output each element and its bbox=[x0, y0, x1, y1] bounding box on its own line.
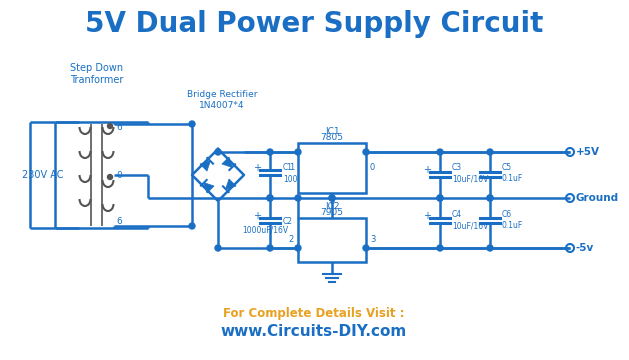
Text: 3: 3 bbox=[330, 197, 335, 206]
Text: IN: IN bbox=[304, 233, 313, 242]
Circle shape bbox=[437, 195, 443, 201]
Text: 0: 0 bbox=[116, 171, 122, 180]
Text: 6: 6 bbox=[116, 217, 122, 226]
Circle shape bbox=[267, 195, 273, 201]
Text: 7805: 7805 bbox=[321, 133, 343, 142]
Circle shape bbox=[363, 245, 369, 251]
Circle shape bbox=[267, 149, 273, 155]
Text: 5V Dual Power Supply Circuit: 5V Dual Power Supply Circuit bbox=[85, 10, 543, 38]
Text: C3
10uF/16V: C3 10uF/16V bbox=[452, 163, 488, 183]
Circle shape bbox=[437, 149, 443, 155]
Circle shape bbox=[487, 149, 493, 155]
Text: C1
1000uF/16V: C1 1000uF/16V bbox=[283, 163, 329, 183]
Text: 2: 2 bbox=[289, 235, 294, 244]
Circle shape bbox=[215, 149, 221, 155]
Text: +5V: +5V bbox=[576, 147, 600, 157]
Circle shape bbox=[108, 123, 113, 129]
Circle shape bbox=[295, 149, 301, 155]
Circle shape bbox=[363, 149, 369, 155]
Text: 3: 3 bbox=[370, 235, 376, 244]
Circle shape bbox=[108, 175, 113, 180]
Text: +: + bbox=[253, 163, 261, 173]
Text: C6
0.1uF: C6 0.1uF bbox=[502, 210, 523, 230]
Circle shape bbox=[487, 245, 493, 251]
Circle shape bbox=[295, 195, 301, 201]
Text: VOUT: VOUT bbox=[337, 159, 360, 168]
Text: GND: GND bbox=[328, 162, 337, 182]
Polygon shape bbox=[203, 183, 214, 193]
Text: C2: C2 bbox=[283, 216, 293, 225]
Text: C5
0.1uF: C5 0.1uF bbox=[502, 163, 523, 183]
Text: 230V AC: 230V AC bbox=[22, 170, 64, 180]
Circle shape bbox=[267, 195, 273, 201]
Text: For Complete Details Visit :: For Complete Details Visit : bbox=[223, 306, 404, 320]
Text: Bridge Rectifier
1N4007*4: Bridge Rectifier 1N4007*4 bbox=[187, 90, 257, 110]
Text: IC1: IC1 bbox=[325, 127, 339, 136]
Circle shape bbox=[487, 195, 493, 201]
Circle shape bbox=[189, 121, 195, 127]
Circle shape bbox=[189, 223, 195, 229]
Text: OUT: OUT bbox=[342, 233, 360, 242]
Text: GND: GND bbox=[322, 249, 342, 258]
Text: 7905: 7905 bbox=[321, 208, 343, 217]
Text: C4
10uF/16V: C4 10uF/16V bbox=[452, 210, 488, 230]
Text: www.Circuits-DIY.com: www.Circuits-DIY.com bbox=[221, 324, 407, 339]
Text: +: + bbox=[423, 211, 431, 221]
Bar bbox=[298, 218, 366, 262]
Text: 0: 0 bbox=[370, 163, 376, 172]
Circle shape bbox=[437, 195, 443, 201]
Circle shape bbox=[487, 195, 493, 201]
Text: 1: 1 bbox=[289, 163, 294, 172]
Circle shape bbox=[267, 245, 273, 251]
Circle shape bbox=[295, 245, 301, 251]
Text: 6: 6 bbox=[116, 123, 122, 132]
Circle shape bbox=[215, 245, 221, 251]
Text: Step Down
Tranformer: Step Down Tranformer bbox=[70, 63, 124, 85]
Text: Ground: Ground bbox=[576, 193, 619, 203]
Bar bbox=[298, 143, 366, 193]
Text: IC2: IC2 bbox=[325, 202, 339, 211]
Polygon shape bbox=[225, 179, 236, 189]
Circle shape bbox=[437, 245, 443, 251]
Polygon shape bbox=[200, 161, 211, 171]
Text: +: + bbox=[253, 211, 261, 221]
Circle shape bbox=[329, 195, 335, 201]
Text: 1000uF/16V: 1000uF/16V bbox=[242, 225, 288, 234]
Text: +: + bbox=[423, 165, 431, 175]
Text: -5v: -5v bbox=[576, 243, 594, 253]
Text: VIN: VIN bbox=[304, 159, 319, 168]
Circle shape bbox=[329, 195, 335, 201]
Polygon shape bbox=[222, 157, 233, 167]
